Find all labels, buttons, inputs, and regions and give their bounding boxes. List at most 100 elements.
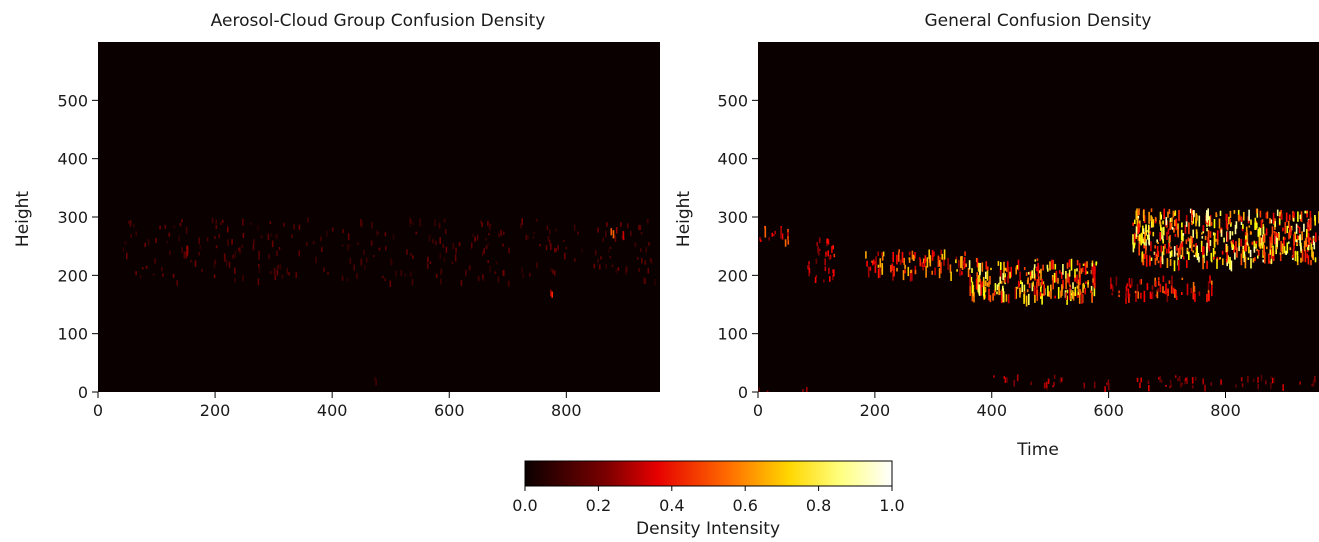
density-cell	[1019, 287, 1021, 298]
density-cell	[1026, 289, 1029, 293]
density-cell	[1174, 289, 1176, 298]
density-cell	[872, 259, 875, 265]
density-cell	[615, 227, 618, 234]
density-cell	[1034, 294, 1036, 303]
density-cell	[1270, 219, 1273, 224]
density-cell	[1253, 240, 1256, 251]
density-cell	[1150, 257, 1153, 261]
density-cell	[168, 232, 171, 237]
density-cell	[1192, 250, 1195, 253]
density-cell	[1258, 227, 1261, 239]
density-cell	[438, 222, 441, 229]
density-cell	[1276, 209, 1279, 217]
density-cell	[1111, 285, 1114, 292]
density-cell	[224, 257, 226, 262]
density-cell	[1201, 246, 1204, 256]
density-cell	[1143, 290, 1146, 303]
y-tick-label: 100	[57, 325, 88, 344]
density-cell	[1110, 284, 1113, 289]
density-cell	[979, 263, 981, 275]
y-tick-label: 0	[738, 383, 748, 402]
density-cell	[1132, 222, 1134, 226]
density-cell	[321, 247, 323, 252]
density-cell	[1146, 229, 1148, 233]
density-cell	[1234, 252, 1236, 260]
density-cell	[877, 251, 879, 256]
density-cell	[1265, 228, 1268, 236]
density-cell	[1313, 242, 1316, 250]
density-cell	[649, 257, 652, 263]
density-cell	[1151, 291, 1154, 300]
density-cell	[1093, 381, 1096, 389]
density-cell	[1171, 275, 1173, 286]
density-cell	[892, 252, 894, 263]
density-cell	[356, 273, 358, 280]
density-cell	[1157, 260, 1160, 264]
density-cell	[1118, 290, 1120, 294]
density-cell	[1259, 243, 1262, 249]
density-cell	[758, 387, 760, 392]
density-cell	[1167, 228, 1170, 235]
density-cell	[914, 269, 917, 275]
density-cell	[522, 273, 524, 279]
density-cell	[911, 269, 913, 281]
density-cell	[432, 239, 434, 244]
density-cell	[532, 236, 535, 239]
density-cell	[1193, 286, 1196, 293]
density-cell	[574, 258, 576, 262]
density-cell	[931, 270, 933, 275]
density-cell	[1029, 271, 1032, 281]
density-cell	[341, 275, 344, 281]
density-cell	[1174, 233, 1177, 237]
density-cell	[1159, 211, 1162, 220]
density-cell	[1206, 293, 1208, 303]
density-cell	[908, 251, 911, 256]
density-cell	[271, 240, 274, 248]
density-cell	[1235, 221, 1238, 229]
density-cell	[1162, 275, 1165, 283]
density-cell	[159, 225, 161, 230]
density-cell	[1235, 384, 1237, 388]
density-cell	[227, 239, 229, 246]
density-cell	[1149, 231, 1151, 235]
density-cell	[536, 262, 538, 269]
density-cell	[1273, 377, 1275, 383]
density-cell	[1206, 242, 1208, 253]
density-cell	[1087, 282, 1089, 285]
density-cell	[1257, 230, 1260, 237]
density-cell	[1021, 282, 1023, 293]
density-cell	[893, 266, 895, 277]
density-cell	[903, 257, 905, 265]
density-cell	[213, 261, 216, 268]
density-cell	[879, 267, 881, 278]
density-cell	[1308, 237, 1310, 247]
density-cell	[1157, 277, 1160, 281]
density-cell	[1194, 252, 1197, 257]
density-cell	[298, 224, 301, 230]
density-cell	[1006, 377, 1008, 383]
density-cell	[989, 276, 991, 285]
density-cell	[533, 231, 536, 235]
density-cell	[983, 290, 986, 300]
density-cell	[455, 247, 457, 254]
density-cell	[941, 253, 944, 260]
density-cell	[1036, 266, 1038, 272]
x-tick-label: 800	[551, 401, 582, 420]
density-cell	[1037, 262, 1039, 272]
density-cell	[1066, 262, 1069, 269]
density-cell	[939, 259, 941, 267]
density-cell	[363, 249, 365, 256]
density-cell	[1207, 208, 1209, 221]
density-cell	[1271, 226, 1274, 236]
density-cell	[1230, 222, 1232, 227]
density-cell	[1028, 293, 1030, 305]
density-cell	[825, 251, 827, 257]
density-cell	[194, 260, 197, 267]
density-cell	[1165, 384, 1167, 387]
density-cell	[832, 274, 834, 281]
density-cell	[409, 224, 411, 227]
density-cell	[1016, 286, 1019, 290]
density-cell	[1307, 247, 1309, 250]
density-cell	[190, 260, 192, 263]
density-cell	[1261, 219, 1264, 223]
